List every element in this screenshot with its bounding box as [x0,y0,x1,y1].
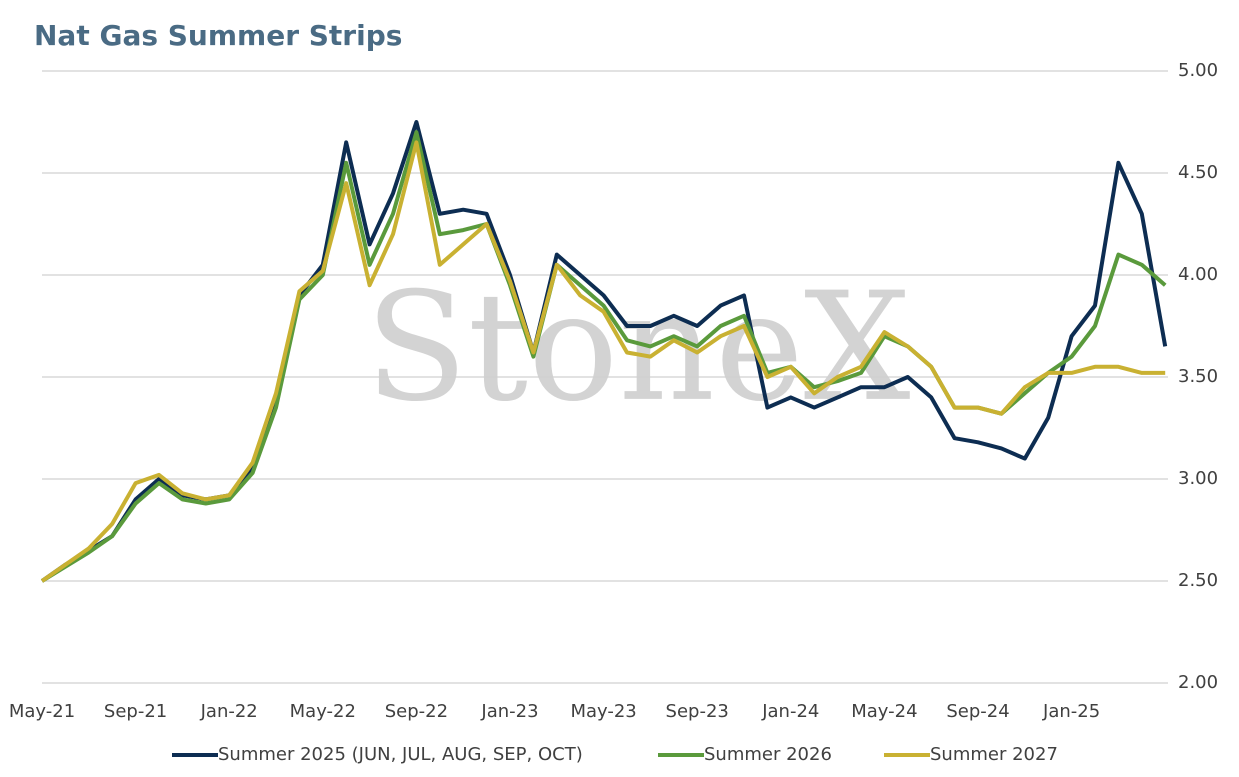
x-tick-label: Jan-22 [200,701,258,722]
y-tick-label: 2.50 [1178,570,1218,591]
x-tick-label: Jan-24 [761,701,819,722]
series-line [40,140,1166,583]
legend-label: Summer 2025 (JUN, JUL, AUG, SEP, OCT) [218,744,583,765]
watermark: StoneX [365,261,911,435]
x-tick-label: Jan-23 [480,701,538,722]
x-tick-label: May-24 [851,701,917,722]
x-tick-label: Sep-24 [946,701,1009,722]
x-tick-label: Sep-21 [104,701,167,722]
legend-label: Summer 2026 [704,744,832,765]
y-tick-label: 3.50 [1178,366,1218,387]
x-tick-label: May-21 [9,701,75,722]
x-tick-label: Jan-25 [1042,701,1100,722]
x-tick-label: Sep-22 [385,701,448,722]
y-tick-label: 3.00 [1178,468,1218,489]
x-tick-label: May-23 [570,701,636,722]
chart-title: Nat Gas Summer Strips [34,19,402,52]
x-tick-label: Sep-23 [666,701,729,722]
legend-label: Summer 2027 [930,744,1058,765]
y-tick-label: 2.00 [1178,672,1218,693]
x-tick-label: May-22 [290,701,356,722]
y-tick-label: 5.00 [1178,60,1218,81]
y-tick-label: 4.50 [1178,162,1218,183]
y-tick-label: 4.00 [1178,264,1218,285]
